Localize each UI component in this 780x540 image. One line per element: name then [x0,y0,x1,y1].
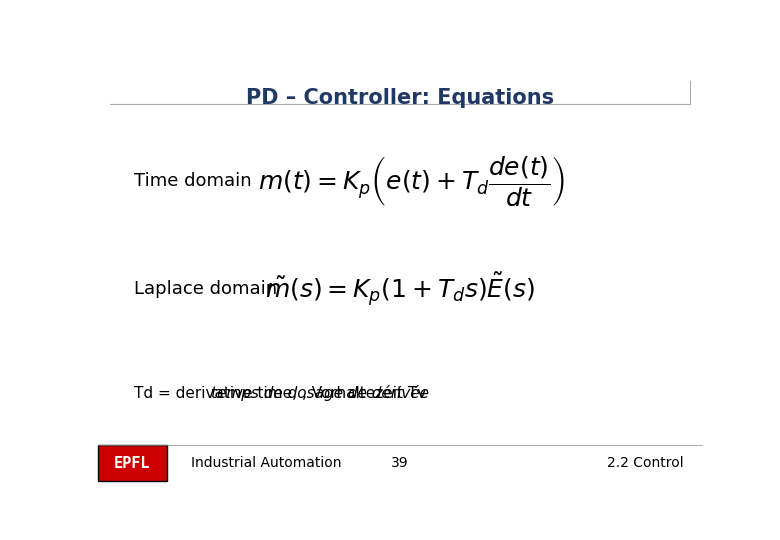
Text: $m(t) = K_p\left( e(t) + T_d \dfrac{de(t)}{dt} \right)$: $m(t) = K_p\left( e(t) + T_d \dfrac{de(t… [258,154,566,208]
FancyBboxPatch shape [98,446,167,481]
Text: 39: 39 [391,456,409,470]
Text: EPFL: EPFL [114,456,151,471]
Text: Td = derivative time,: Td = derivative time, [134,386,302,401]
Text: 2.2 Control: 2.2 Control [608,456,684,470]
Text: Time domain: Time domain [134,172,251,190]
Text: PD – Controller: Equations: PD – Controller: Equations [246,87,554,107]
Text: Industrial Automation: Industrial Automation [191,456,342,470]
Text: $\tilde{m}(s) = K_p\left(1 + T_d s\right)\tilde{E}(s)$: $\tilde{m}(s) = K_p\left(1 + T_d s\right… [264,271,535,308]
Text: temps de dosage de dérivée: temps de dosage de dérivée [211,385,429,401]
Text: , Vorhaltezeit Tv: , Vorhaltezeit Tv [302,386,427,401]
Text: Laplace domain: Laplace domain [134,280,277,298]
